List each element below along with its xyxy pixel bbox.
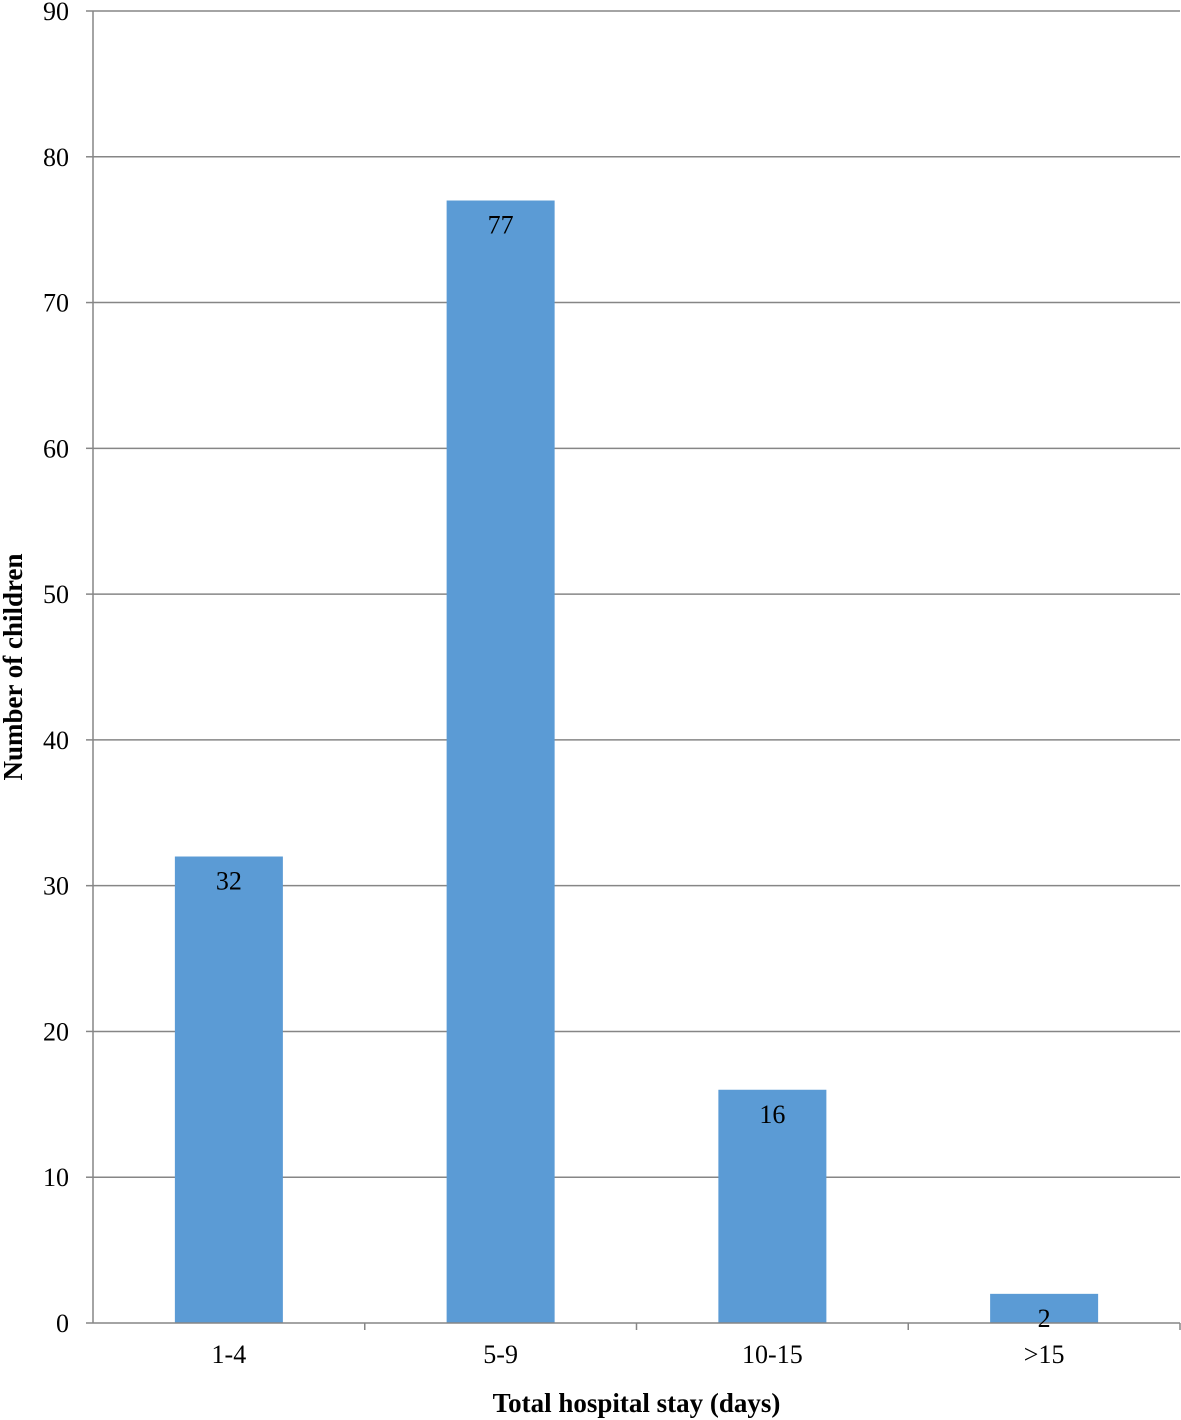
x-tick-label: 10-15 (742, 1340, 803, 1369)
y-tick-label: 40 (43, 726, 69, 755)
bar (990, 1293, 1099, 1323)
x-tick-label: 5-9 (483, 1340, 518, 1369)
y-tick-label: 10 (43, 1163, 69, 1192)
data-labels: 32 77 16 2 (216, 211, 1051, 1333)
x-axis-title: Total hospital stay (days) (493, 1388, 781, 1418)
y-tick-label: 80 (43, 143, 69, 172)
axes (92, 11, 1180, 1324)
data-label: 77 (488, 211, 514, 240)
data-label: 32 (216, 867, 242, 896)
y-axis-title: Number of children (0, 553, 28, 780)
y-tick-label: 50 (43, 580, 69, 609)
data-label: 16 (759, 1100, 785, 1129)
x-tick-label: 1-4 (212, 1340, 247, 1369)
y-tick-label: 90 (43, 0, 69, 26)
y-tick-labels: 0 10 20 30 40 50 60 70 80 90 (43, 0, 69, 1338)
x-tick-labels: 1-4 5-9 10-15 >15 (212, 1340, 1065, 1369)
bars (174, 200, 1099, 1323)
data-label: 2 (1038, 1304, 1051, 1333)
y-tick-label: 30 (43, 872, 69, 901)
y-tick-label: 20 (43, 1017, 69, 1046)
bar (174, 856, 283, 1323)
bar (718, 1089, 827, 1323)
y-tick-label: 0 (56, 1309, 69, 1338)
y-tick-label: 70 (43, 289, 69, 318)
x-tick-label: >15 (1024, 1340, 1065, 1369)
bar (446, 200, 555, 1323)
y-tick-label: 60 (43, 434, 69, 463)
